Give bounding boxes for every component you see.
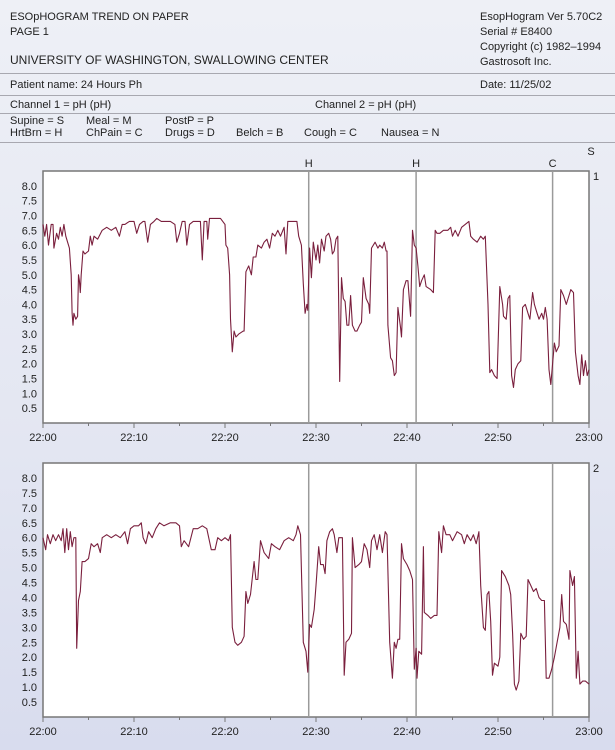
chart-channel-1: 8.0 7.5 7.0 6.5 6.0 5.5 5.0 4.5 4.0 3.5 3.0 2.5 2.0 1…	[22, 146, 603, 444]
y-tick-label: 3.0	[22, 329, 37, 341]
y-tick-label: 3.5	[22, 607, 37, 619]
patient-name: Patient name: 24 Hours Ph	[10, 79, 143, 91]
x-tick-label: 22:30	[302, 432, 330, 444]
y-tick-label: 0.5	[22, 403, 37, 415]
y-tick-label: 4.0	[22, 592, 37, 604]
legend-drugs: Drugs = D	[165, 127, 215, 139]
channel-1-label: Channel 1 = pH (pH)	[10, 99, 112, 111]
legend-postp: PostP = P	[165, 115, 215, 127]
x-tick-label: 22:40	[393, 432, 421, 444]
x-tick-label: 23:00	[575, 726, 603, 738]
divider	[0, 73, 615, 74]
event-label: C	[549, 158, 557, 170]
report-date: Date: 11/25/02	[480, 79, 552, 91]
x-tick-label: 22:50	[484, 726, 512, 738]
page-number: PAGE 1	[10, 26, 49, 38]
legend-nausea: Nausea = N	[381, 127, 440, 139]
y-tick-label: 4.5	[22, 578, 37, 590]
x-tick-label: 22:20	[211, 726, 239, 738]
x-tick-label: 22:40	[393, 726, 421, 738]
y-tick-label: 1.5	[22, 374, 37, 386]
y-tick-label: 8.0	[22, 473, 37, 485]
x-tick-label: 22:30	[302, 726, 330, 738]
x-tick-label: 22:50	[484, 432, 512, 444]
institution: UNIVERSITY OF WASHINGTON, SWALLOWING CEN…	[10, 53, 329, 67]
x-tick-label: 22:10	[120, 432, 148, 444]
y-tick-label: 5.0	[22, 270, 37, 282]
report-title: ESOpHOGRAM TREND ON PAPER	[10, 11, 189, 23]
y-tick-label: 8.0	[22, 181, 37, 193]
x-tick-label: 22:20	[211, 432, 239, 444]
y-tick-label: 1.5	[22, 667, 37, 679]
legend-heartburn: HrtBrn = H	[10, 127, 63, 139]
event-label: S	[587, 146, 594, 158]
y-tick-label: 5.5	[22, 548, 37, 560]
y-tick-label: 6.5	[22, 225, 37, 237]
y-tick-label: 1.0	[22, 388, 37, 400]
y-tick-label: 3.0	[22, 622, 37, 634]
y-tick-label: 5.5	[22, 255, 37, 267]
ph-trace	[42, 217, 590, 388]
divider	[0, 95, 615, 96]
y-tick-label: 7.5	[22, 488, 37, 500]
y-tick-label: 1.0	[22, 682, 37, 694]
event-label: H	[305, 158, 313, 170]
software-version: EsopHogram Ver 5.70C2	[480, 11, 603, 23]
y-tick-label: 7.0	[22, 503, 37, 515]
serial-number: Serial # E8400	[480, 26, 553, 38]
y-tick-label: 6.5	[22, 518, 37, 530]
company: Gastrosoft Inc.	[480, 56, 552, 68]
channel-number: 1	[593, 171, 599, 183]
y-tick-label: 2.5	[22, 344, 37, 356]
y-tick-label: 3.5	[22, 314, 37, 326]
ph-trace	[42, 522, 590, 691]
y-tick-label: 6.0	[22, 240, 37, 252]
y-tick-label: 6.0	[22, 533, 37, 545]
copyright: Copyright (c) 1982–1994	[480, 41, 602, 53]
y-tick-label: 2.5	[22, 637, 37, 649]
y-tick-label: 7.5	[22, 196, 37, 208]
y-tick-label: 4.0	[22, 299, 37, 311]
x-tick-label: 22:10	[120, 726, 148, 738]
chart-channel-2: 8.0 7.5 7.0 6.5 6.0 5.5 5.0 4.5 4.0 3.5 3.0 2.5 2.0 1…	[22, 462, 603, 738]
legend-belch: Belch = B	[236, 127, 284, 139]
y-tick-label: 4.5	[22, 285, 37, 297]
legend-supine: Supine = S	[10, 115, 65, 127]
y-tick-label: 0.5	[22, 697, 37, 709]
x-tick-label: 22:00	[29, 726, 57, 738]
x-tick-label: 22:00	[29, 432, 57, 444]
legend-meal: Meal = M	[86, 115, 132, 127]
plot-area	[42, 170, 590, 424]
divider	[0, 113, 615, 114]
channel-2-label: Channel 2 = pH (pH)	[315, 99, 417, 111]
legend-chest-pain: ChPain = C	[86, 127, 143, 139]
x-tick-label: 23:00	[575, 432, 603, 444]
channel-number: 2	[593, 463, 599, 475]
y-tick-label: 5.0	[22, 563, 37, 575]
legend-cough: Cough = C	[304, 127, 357, 139]
y-tick-label: 7.0	[22, 210, 37, 222]
y-tick-label: 2.0	[22, 359, 37, 371]
divider	[0, 142, 615, 143]
event-label: H	[412, 158, 420, 170]
y-tick-label: 2.0	[22, 652, 37, 664]
